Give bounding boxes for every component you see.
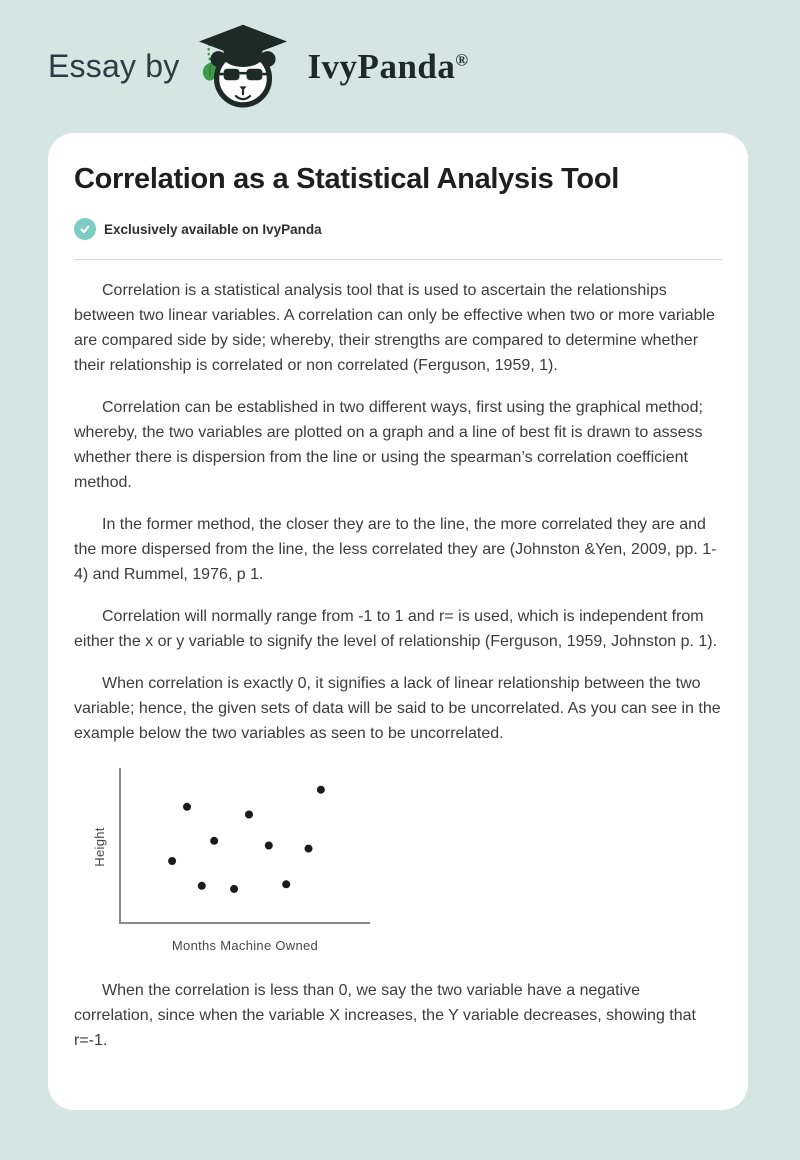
x-axis-label: Months Machine Owned xyxy=(172,938,318,953)
data-point xyxy=(168,857,177,865)
brand-name: IvyPanda xyxy=(307,46,456,86)
paragraph: Correlation is a statistical analysis to… xyxy=(74,282,715,374)
data-point xyxy=(210,836,219,845)
data-point xyxy=(282,880,291,889)
data-point xyxy=(264,841,273,850)
data-point xyxy=(197,881,206,890)
data-point xyxy=(230,884,239,893)
paragraph: When correlation is exactly 0, it signif… xyxy=(74,675,721,742)
panda-graduate-icon xyxy=(193,23,293,111)
scatter-plot: Height Months Machine Owned xyxy=(92,768,370,953)
check-icon xyxy=(74,218,96,240)
paragraph: Correlation can be established in two di… xyxy=(74,399,703,491)
paragraph: Correlation will normally range from -1 … xyxy=(74,608,718,650)
divider xyxy=(74,259,722,260)
exclusive-badge: Exclusively available on IvyPanda xyxy=(74,218,722,240)
data-point xyxy=(304,844,313,853)
scatter-points xyxy=(168,785,325,893)
essay-body: Correlation is a statistical analysis to… xyxy=(74,278,722,1053)
chart-axes xyxy=(119,768,370,924)
exclusive-badge-label: Exclusively available on IvyPanda xyxy=(104,221,322,237)
data-point xyxy=(316,785,325,794)
essay-by-label: Essay by xyxy=(48,48,180,84)
paragraph: When the correlation is less than 0, we … xyxy=(74,982,696,1049)
paragraph: In the former method, the closer they ar… xyxy=(74,516,717,583)
y-axis-label: Height xyxy=(92,827,107,866)
site-header: Essay by IvyPanda® xyxy=(0,0,800,133)
essay-card: Correlation as a Statistical Analysis To… xyxy=(48,133,748,1110)
page-title: Correlation as a Statistical Analysis To… xyxy=(74,163,620,195)
brand-wordmark: IvyPanda® xyxy=(307,47,468,87)
registered-mark: ® xyxy=(455,49,469,69)
data-point xyxy=(245,810,253,819)
scatter-chart-figure: Height Months Machine Owned xyxy=(90,763,722,966)
data-point xyxy=(183,802,191,811)
